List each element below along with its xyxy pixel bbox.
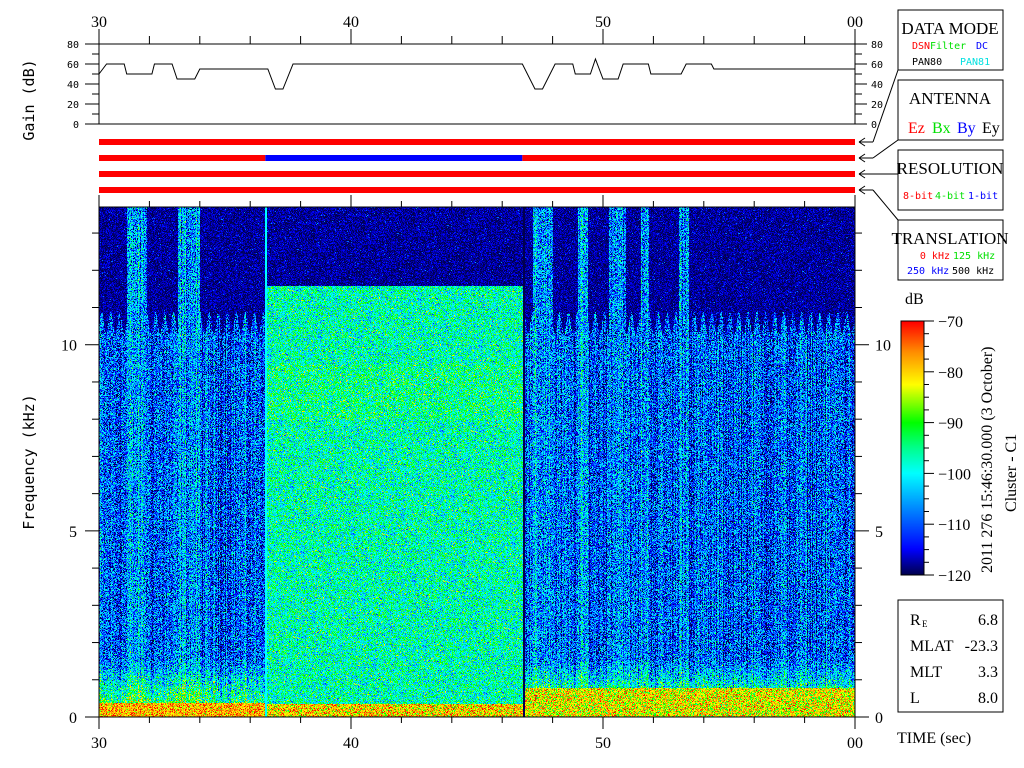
legend-item: Ey	[982, 120, 1000, 137]
gain-tick-label: 60	[67, 60, 79, 71]
gain-tick-label: 20	[871, 100, 883, 111]
gain-tick-label: 80	[67, 40, 79, 51]
time-axis-label: TIME (sec)	[897, 730, 971, 747]
legend-item: 250 kHz	[907, 266, 949, 277]
orbit-info-subscript: E	[922, 619, 928, 629]
frequency-tick-label: 5	[69, 524, 77, 541]
arrow-icon	[858, 153, 873, 163]
gain-tick-label: 20	[67, 100, 79, 111]
colorbar-tick-label: −100	[938, 466, 971, 483]
legend-item: DSN	[912, 41, 930, 52]
status-bar-segment	[522, 155, 855, 161]
colorbar-tick-label: −110	[938, 517, 970, 534]
arrow-icon	[858, 137, 873, 147]
colorbar-frame	[900, 320, 925, 576]
orbit-info-value: 3.3	[978, 664, 998, 681]
orbit-info-value: 6.8	[978, 612, 998, 629]
arrow-icon	[858, 169, 873, 179]
legend-box-translation: TRANSLATION	[891, 219, 1009, 281]
legend-box-title: DATA MODE	[901, 19, 998, 38]
legend-box-frame	[897, 79, 1004, 141]
orbit-info-box	[897, 599, 1004, 713]
legend-box-title: RESOLUTION	[897, 159, 1004, 178]
orbit-info-label: R	[910, 612, 921, 629]
frequency-tick-label: 0	[69, 710, 77, 727]
frequency-tick-label: 10	[875, 338, 891, 355]
frequency-tick-label: 0	[875, 710, 883, 727]
status-bar-segment	[99, 187, 855, 193]
spectrogram	[99, 207, 855, 717]
date-title: 2011 276 15:46:30.000 (3 October)	[979, 347, 996, 573]
legend-item: Filter	[930, 41, 966, 52]
connector-line	[872, 139, 899, 159]
gain-tick-label: 60	[871, 60, 883, 71]
legend-item: Bx	[932, 120, 951, 137]
status-bar-segment	[99, 155, 266, 161]
legend-box-frame	[897, 9, 1004, 71]
legend-item: 8-bit	[903, 191, 933, 202]
frequency-axis-label: Frequency (kHz)	[20, 394, 38, 529]
colorbar-tick-label: −120	[938, 568, 971, 585]
orbit-info-value: 8.0	[978, 690, 998, 707]
legend-item: 500 kHz	[952, 266, 994, 277]
orbit-info-value: -23.3	[965, 638, 998, 655]
orbit-info-label: MLT	[910, 664, 943, 681]
legend-box-antenna: ANTENNA	[897, 79, 1004, 141]
legend-item: 0 kHz	[920, 251, 950, 262]
colorbar	[901, 321, 924, 575]
orbit-info-label: MLAT	[910, 638, 954, 655]
time-tick-label-bottom: 50	[595, 735, 611, 752]
connector-line	[872, 69, 899, 143]
colorbar-label: dB	[905, 291, 924, 308]
orbit-info-label: L	[910, 690, 920, 707]
time-tick-label-top: 40	[343, 14, 359, 31]
gain-line	[98, 57, 855, 90]
frequency-tick-label: 10	[61, 338, 77, 355]
connector-line	[872, 189, 899, 221]
legend-item: 125 kHz	[953, 251, 995, 262]
legend-item: 1-bit	[968, 191, 998, 202]
legend-item: 4-bit	[935, 191, 965, 202]
legend-box-frame	[897, 149, 1004, 211]
status-bar-segment	[265, 155, 523, 161]
frequency-tick-label: 5	[875, 524, 883, 541]
status-bar-segment	[99, 171, 855, 177]
colorbar-tick-label: −70	[938, 314, 963, 331]
time-tick-label-top: 50	[595, 14, 611, 31]
legend-item: PAN80	[912, 57, 942, 68]
legend-item: By	[957, 120, 976, 137]
time-tick-label-bottom: 00	[847, 735, 863, 752]
colorbar-tick-label: −80	[938, 365, 963, 382]
gain-tick-label: 40	[67, 80, 79, 91]
time-tick-label-top: 00	[847, 14, 863, 31]
gain-panel-frame	[98, 43, 856, 125]
legend-box-frame	[897, 219, 1004, 281]
gain-tick-label: 40	[871, 80, 883, 91]
legend-box-title: ANTENNA	[909, 89, 992, 108]
legend-box-resolution: RESOLUTION	[897, 149, 1004, 211]
time-tick-label-bottom: 40	[343, 735, 359, 752]
legend-box-title: TRANSLATION	[891, 229, 1008, 248]
legend-box-data-mode: DATA MODE	[897, 9, 1004, 71]
status-bar-segment	[99, 139, 855, 145]
time-tick-label-bottom: 30	[91, 735, 107, 752]
arrow-icon	[858, 185, 873, 195]
legend-item: PAN81	[960, 57, 990, 68]
legend-item: Ez	[908, 120, 925, 137]
gain-tick-label: 0	[73, 120, 79, 131]
colorbar-tick-label: −90	[938, 416, 963, 433]
gain-axis-label: Gain (dB)	[20, 59, 38, 140]
gain-tick-label: 80	[871, 40, 883, 51]
time-tick-label-top: 30	[91, 14, 107, 31]
spacecraft-label: Cluster - C1	[1003, 434, 1020, 512]
legend-item: DC	[976, 41, 988, 52]
spectrogram-frame	[98, 206, 856, 718]
gain-tick-label: 0	[871, 120, 877, 131]
